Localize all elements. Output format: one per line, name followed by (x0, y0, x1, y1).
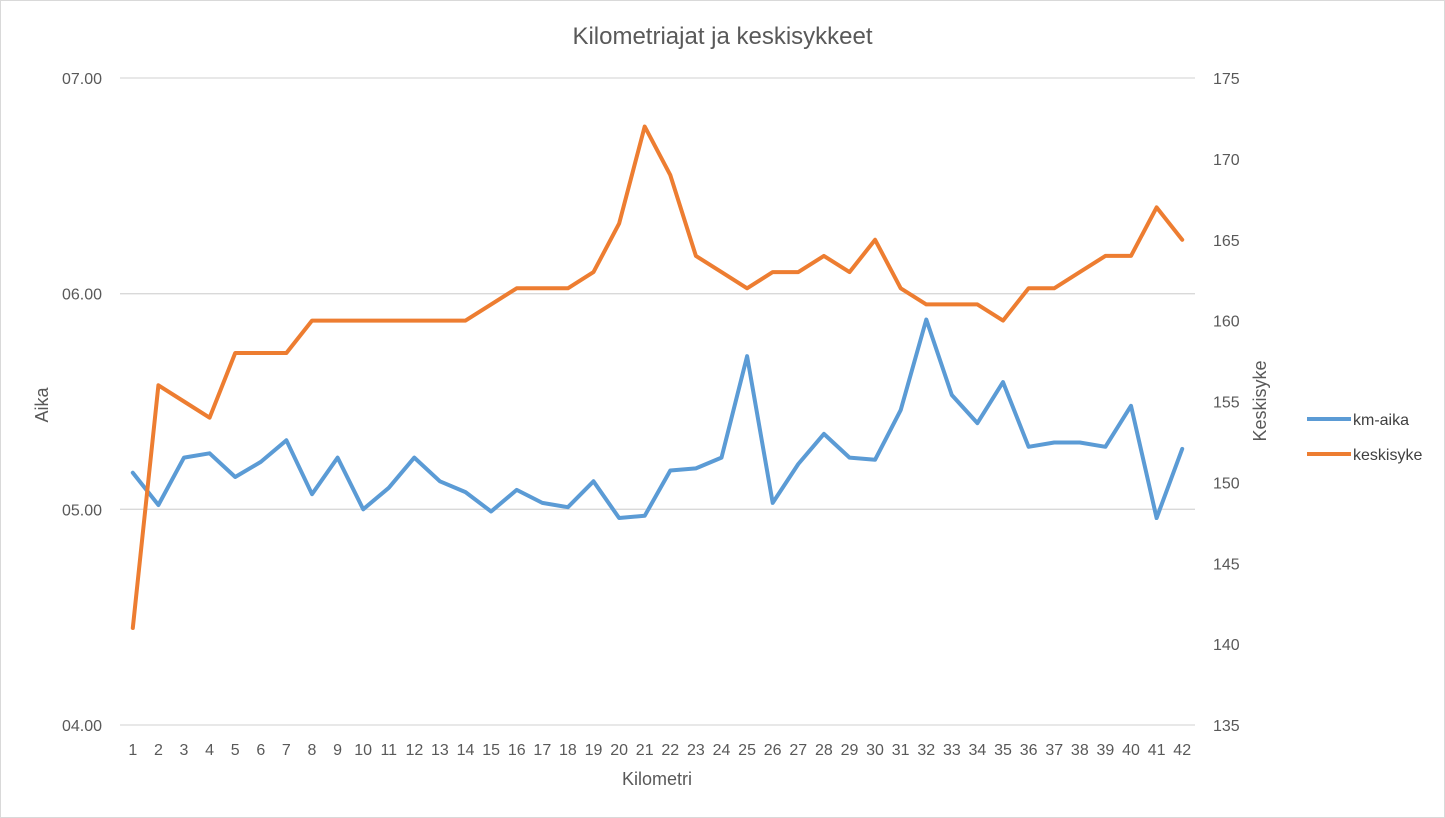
y-left-tick-label: 05.00 (62, 502, 102, 519)
x-tick-label: 40 (1122, 742, 1140, 759)
series-line-km-aika (130, 317, 1185, 520)
x-tick-label: 32 (917, 742, 935, 759)
y-right-tick-label: 155 (1213, 395, 1240, 412)
x-tick-label: 23 (687, 742, 705, 759)
legend-label: keskisyke (1353, 447, 1422, 464)
x-tick-label: 31 (892, 742, 910, 759)
x-tick-label: 27 (789, 742, 807, 759)
x-tick-label: 42 (1173, 742, 1191, 759)
legend: km-aika keskisyke (1307, 412, 1422, 464)
x-tick-label: 24 (713, 742, 731, 759)
chart-title: Kilometriajat ja keskisykkeet (572, 23, 873, 50)
x-tick-label: 4 (205, 742, 214, 759)
y-axis-left-title: Aika (32, 387, 52, 423)
left-axis-ticks: 04.00 05.00 06.00 07.00 (62, 71, 102, 735)
x-tick-label: 35 (994, 742, 1012, 759)
x-tick-label: 10 (354, 742, 372, 759)
x-tick-label: 13 (431, 742, 449, 759)
y-right-tick-label: 140 (1213, 637, 1240, 654)
x-tick-label: 30 (866, 742, 884, 759)
y-left-tick-label: 06.00 (62, 287, 102, 304)
x-tick-label: 38 (1071, 742, 1089, 759)
x-tick-label: 29 (841, 742, 859, 759)
x-tick-label: 34 (969, 742, 987, 759)
x-tick-label: 17 (533, 742, 551, 759)
y-right-tick-label: 165 (1213, 233, 1240, 250)
x-tick-label: 22 (661, 742, 679, 759)
x-tick-label: 9 (333, 742, 342, 759)
x-tick-label: 12 (405, 742, 423, 759)
x-tick-label: 14 (457, 742, 475, 759)
x-tick-label: 19 (585, 742, 603, 759)
series-lines (130, 124, 1185, 630)
x-axis-title: Kilometri (622, 769, 692, 789)
y-left-tick-label: 07.00 (62, 71, 102, 88)
right-axis-ticks: 135 140 145 150 155 160 165 170 175 (1213, 71, 1240, 735)
gridlines (120, 77, 1195, 726)
x-tick-label: 41 (1148, 742, 1166, 759)
x-tick-label: 33 (943, 742, 961, 759)
x-tick-label: 21 (636, 742, 654, 759)
x-tick-label: 28 (815, 742, 833, 759)
x-tick-label: 39 (1097, 742, 1115, 759)
x-tick-label: 18 (559, 742, 577, 759)
x-tick-label: 1 (128, 742, 137, 759)
y-right-tick-label: 175 (1213, 71, 1240, 88)
series-line-keskisyke (130, 124, 1185, 630)
x-tick-label: 37 (1045, 742, 1063, 759)
x-tick-label: 8 (308, 742, 317, 759)
x-axis-ticks: 1 2 3 4 5 6 7 8 9 10 11 12 13 14 15 16 17 18 19 20 21 22 23 24 2… (128, 742, 1191, 759)
x-tick-label: 25 (738, 742, 756, 759)
y-right-tick-label: 170 (1213, 152, 1240, 169)
y-right-tick-label: 150 (1213, 475, 1240, 492)
x-tick-label: 20 (610, 742, 628, 759)
y-left-tick-label: 04.00 (62, 718, 102, 735)
x-tick-label: 16 (508, 742, 526, 759)
x-tick-label: 2 (154, 742, 163, 759)
y-right-tick-label: 135 (1213, 718, 1240, 735)
y-right-tick-label: 160 (1213, 314, 1240, 331)
x-tick-label: 11 (380, 742, 397, 759)
x-tick-label: 3 (180, 742, 189, 759)
x-tick-label: 5 (231, 742, 240, 759)
x-tick-label: 36 (1020, 742, 1038, 759)
y-axis-right-title: Keskisyke (1250, 360, 1270, 441)
x-tick-label: 6 (256, 742, 265, 759)
x-tick-label: 15 (482, 742, 500, 759)
x-tick-label: 7 (282, 742, 291, 759)
x-tick-label: 26 (764, 742, 782, 759)
y-right-tick-label: 145 (1213, 556, 1240, 573)
legend-label: km-aika (1353, 412, 1409, 429)
